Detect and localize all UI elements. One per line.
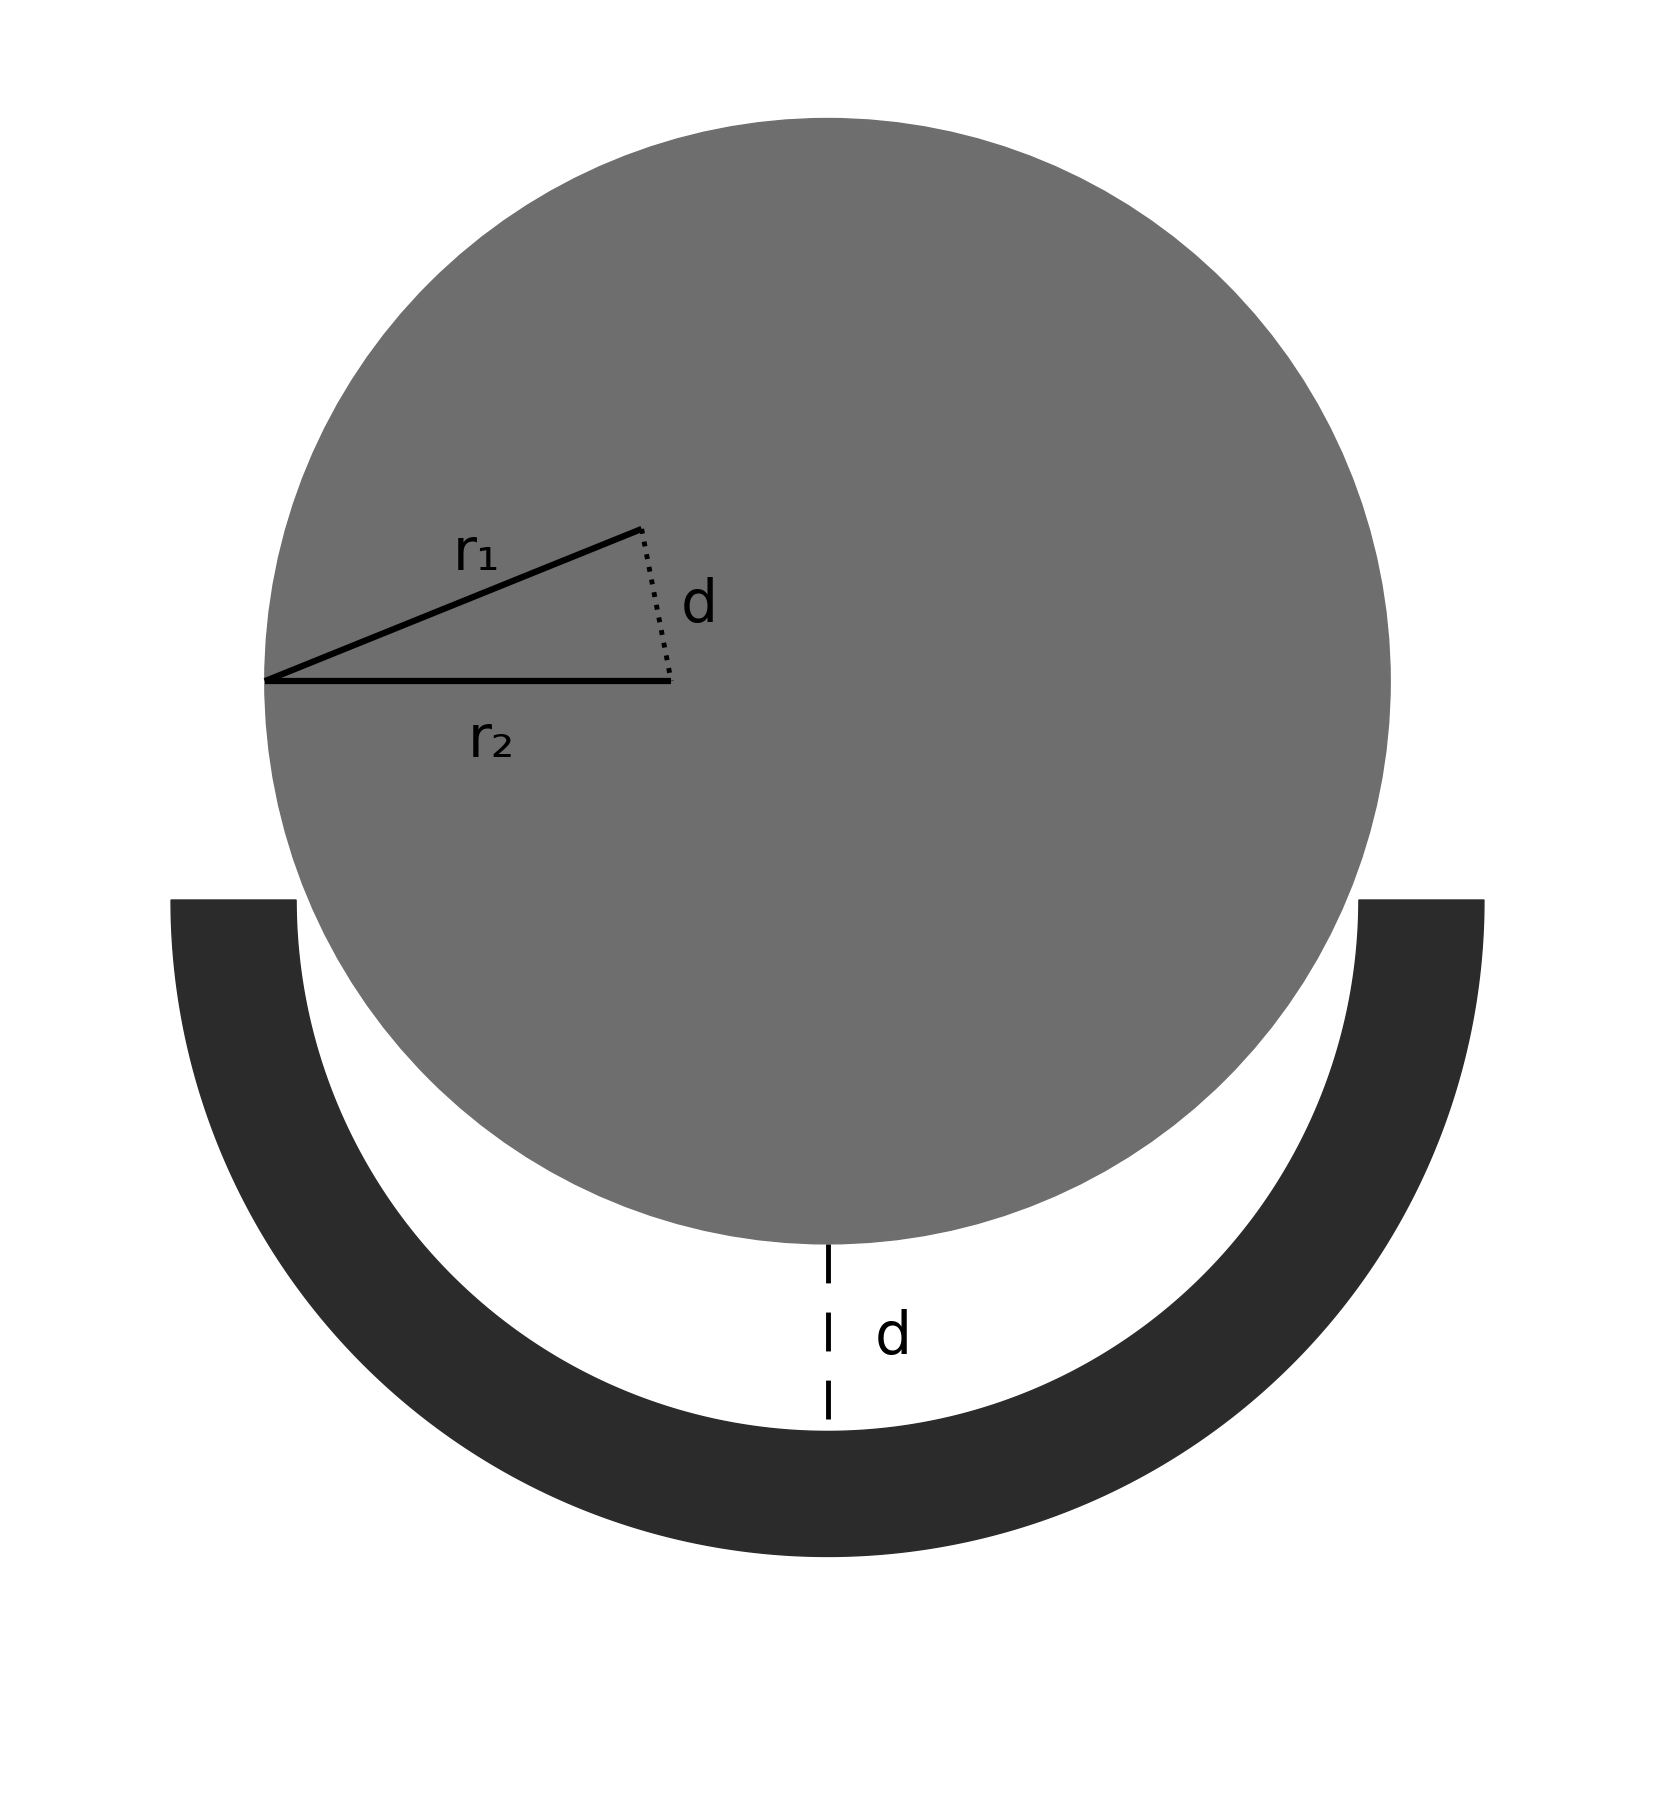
Text: d: d: [874, 1309, 912, 1366]
Text: r₂: r₂: [468, 713, 515, 769]
Text: d: d: [680, 576, 718, 634]
Text: r₁: r₁: [453, 524, 500, 581]
Circle shape: [265, 119, 1390, 1244]
Polygon shape: [170, 900, 1485, 1557]
